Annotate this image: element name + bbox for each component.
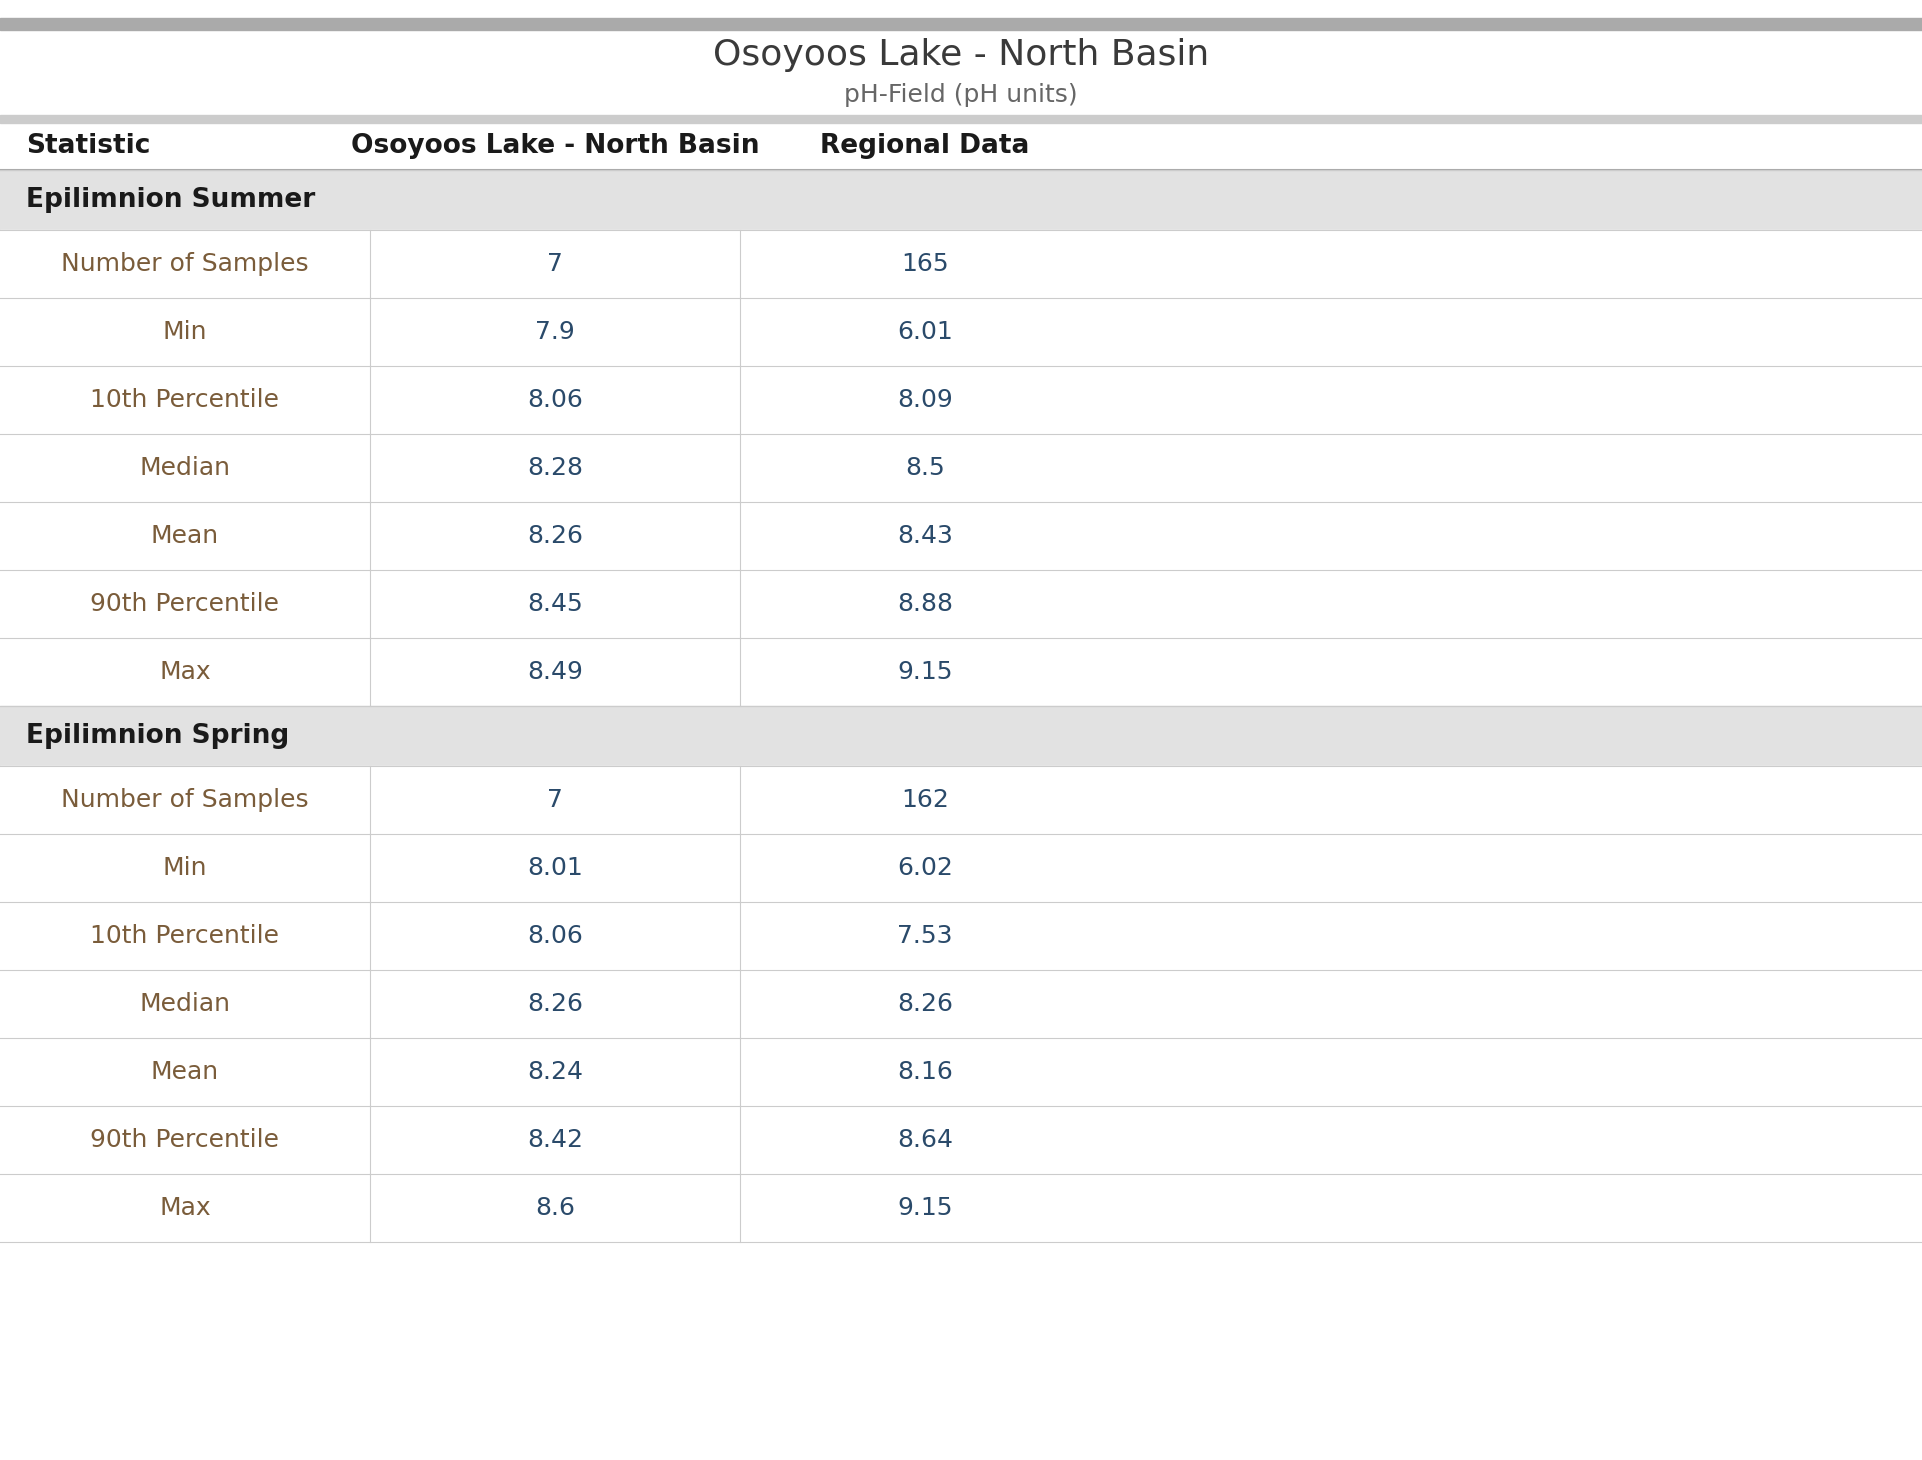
Text: 6.01: 6.01 — [898, 320, 953, 345]
Text: 8.16: 8.16 — [898, 1060, 953, 1083]
Text: 10th Percentile: 10th Percentile — [90, 924, 279, 948]
Text: Number of Samples: Number of Samples — [62, 253, 309, 276]
Bar — [0, 115, 1922, 123]
Bar — [0, 502, 1922, 569]
Text: Max: Max — [160, 1196, 211, 1221]
Text: 165: 165 — [901, 253, 949, 276]
Text: Osoyoos Lake - North Basin: Osoyoos Lake - North Basin — [713, 38, 1209, 72]
Text: 8.88: 8.88 — [898, 591, 953, 616]
Bar — [0, 638, 1922, 707]
Text: 6.02: 6.02 — [898, 856, 953, 880]
Bar — [0, 569, 1922, 638]
Text: 8.43: 8.43 — [898, 524, 953, 548]
Text: 8.6: 8.6 — [534, 1196, 575, 1221]
Text: pH-Field (pH units): pH-Field (pH units) — [844, 83, 1078, 107]
Text: Statistic: Statistic — [27, 133, 150, 159]
Text: 7: 7 — [548, 253, 563, 276]
Text: 8.06: 8.06 — [527, 924, 582, 948]
Text: 162: 162 — [901, 788, 949, 812]
Text: 90th Percentile: 90th Percentile — [90, 591, 279, 616]
Text: 9.15: 9.15 — [898, 1196, 953, 1221]
Bar — [0, 123, 1922, 169]
Bar — [0, 231, 1922, 298]
Text: 8.45: 8.45 — [527, 591, 582, 616]
Text: 8.5: 8.5 — [905, 456, 946, 480]
Text: 10th Percentile: 10th Percentile — [90, 388, 279, 412]
Text: 7: 7 — [548, 788, 563, 812]
Text: 8.06: 8.06 — [527, 388, 582, 412]
Text: Epilimnion Summer: Epilimnion Summer — [27, 187, 315, 213]
Bar — [0, 434, 1922, 502]
Text: 7.53: 7.53 — [898, 924, 953, 948]
Text: 90th Percentile: 90th Percentile — [90, 1129, 279, 1152]
Text: 8.24: 8.24 — [527, 1060, 582, 1083]
Bar — [0, 1107, 1922, 1174]
Text: 8.26: 8.26 — [527, 524, 582, 548]
Bar — [0, 766, 1922, 834]
Text: Number of Samples: Number of Samples — [62, 788, 309, 812]
Text: Epilimnion Spring: Epilimnion Spring — [27, 723, 288, 749]
Text: 8.64: 8.64 — [898, 1129, 953, 1152]
Text: 8.01: 8.01 — [527, 856, 582, 880]
Text: Max: Max — [160, 660, 211, 683]
Text: 7.9: 7.9 — [534, 320, 575, 345]
Bar — [0, 366, 1922, 434]
Text: Mean: Mean — [152, 1060, 219, 1083]
Bar — [0, 298, 1922, 366]
Text: Min: Min — [163, 320, 208, 345]
Text: 8.42: 8.42 — [527, 1129, 582, 1152]
Text: 9.15: 9.15 — [898, 660, 953, 683]
Bar — [0, 902, 1922, 969]
Bar — [0, 1038, 1922, 1107]
Bar — [0, 169, 1922, 231]
Text: 8.28: 8.28 — [527, 456, 582, 480]
Bar — [0, 834, 1922, 902]
Text: Min: Min — [163, 856, 208, 880]
Bar — [0, 1174, 1922, 1242]
Bar — [0, 707, 1922, 766]
Text: Regional Data: Regional Data — [821, 133, 1030, 159]
Text: 8.09: 8.09 — [898, 388, 953, 412]
Bar — [0, 18, 1922, 31]
Text: Osoyoos Lake - North Basin: Osoyoos Lake - North Basin — [350, 133, 759, 159]
Text: Median: Median — [140, 456, 231, 480]
Text: Mean: Mean — [152, 524, 219, 548]
Text: Median: Median — [140, 991, 231, 1016]
Text: 8.49: 8.49 — [527, 660, 582, 683]
Text: 8.26: 8.26 — [527, 991, 582, 1016]
Bar — [0, 969, 1922, 1038]
Text: 8.26: 8.26 — [898, 991, 953, 1016]
